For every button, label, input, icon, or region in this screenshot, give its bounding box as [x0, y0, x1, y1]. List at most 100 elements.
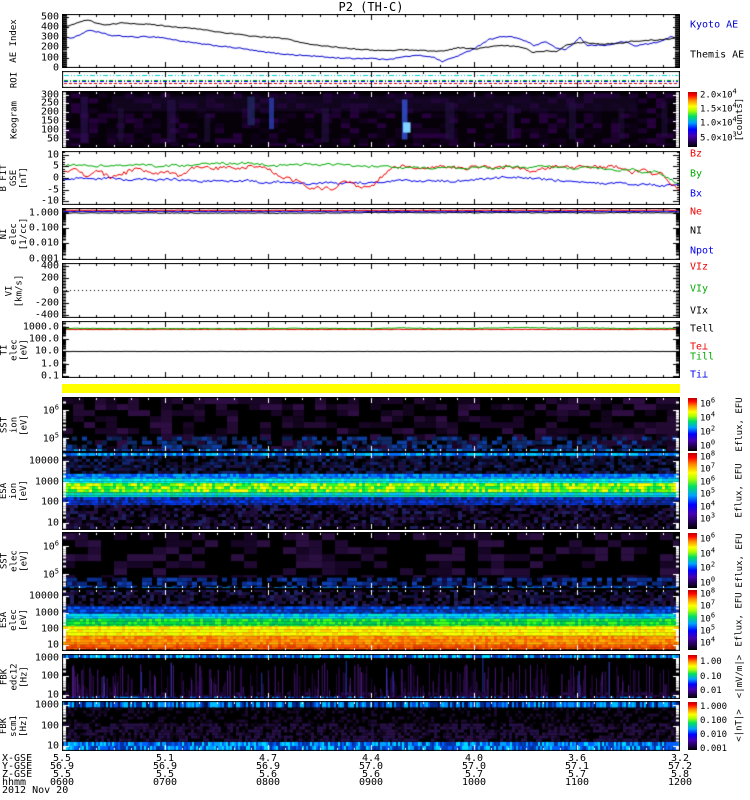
roi-panel-canvas	[62, 71, 680, 88]
y-tick-label: -5	[46, 184, 59, 196]
legend-Till: Till	[690, 351, 715, 363]
axis-value: 5.7	[567, 769, 587, 780]
ylabel-bfit: B FIT GSE [nT]	[0, 164, 29, 192]
colorbar-unit-esa_ion: Eflux, EFU	[734, 463, 745, 518]
axis-value: 3.6	[567, 753, 587, 764]
y-tick-label: -400	[34, 309, 59, 321]
axis-value: 4.0	[464, 753, 484, 764]
colorbar-unit-sst_ion: Eflux, EFU	[734, 396, 745, 452]
axis-value: 57.0	[461, 761, 487, 772]
colorbar-tick-label: 106	[700, 531, 716, 545]
axis-row-label-Z-GSE: Z-GSE	[2, 769, 33, 780]
axis-row-label-hhmm: hhmm	[2, 777, 27, 788]
axis-value: 4.4	[361, 753, 381, 764]
legend-VIy: VIy	[690, 283, 709, 295]
ylabel-esa_ion: ESA ion [eV]	[0, 480, 29, 502]
axis-value: 5.6	[361, 769, 381, 780]
y-tick-label: 0	[52, 62, 59, 74]
bfit-panel-canvas	[62, 151, 680, 205]
y-tick-label: 1.000	[28, 207, 59, 219]
plot-title: P2 (TH-C)	[338, 0, 404, 14]
y-tick-label: 105	[42, 430, 59, 445]
y-tick-label: 500	[40, 11, 59, 23]
y-tick-label: 100.0	[28, 333, 59, 345]
colorbar-esa_ion	[688, 453, 697, 529]
legend-ThemisAE: Themis AE	[690, 49, 745, 60]
y-tick-label: 106	[42, 538, 59, 553]
y-tick-label: 0.1	[40, 370, 59, 382]
axis-value: 56.9	[255, 761, 281, 772]
axis-value: 5.7	[464, 769, 484, 780]
axis-value: 5.5	[155, 769, 175, 780]
axis-value: 4.7	[258, 753, 278, 764]
y-tick-label: 1000	[34, 699, 59, 711]
y-tick-label: 0.001	[28, 253, 59, 265]
y-tick-label: 1000	[34, 607, 59, 619]
ylabel-roi: ROI	[9, 71, 19, 88]
y-tick-label: 0.100	[28, 222, 59, 234]
colorbar-tick-label: 106	[700, 611, 716, 625]
axis-value: 57.1	[564, 761, 590, 772]
colorbar-tick-label: 107	[700, 598, 716, 612]
axis-row-label-X-GSE: X-GSE	[2, 753, 33, 764]
colorbar-tick-label: 0.100	[700, 716, 728, 726]
ylabel-ni: NI elec [1/cc]	[0, 217, 29, 251]
ylabel-fbk_edc: FBK edc12 [Hz]	[0, 662, 29, 691]
y-tick-label: 100	[40, 52, 59, 64]
y-tick-label: 1000.0	[22, 321, 59, 333]
axis-value: 56.9	[49, 761, 75, 772]
date-label: 2012 Nov 20	[2, 785, 69, 796]
colorbar-tick-label: 105	[700, 486, 716, 500]
colorbar-unit-fbk_edc: <|mV/m|>	[734, 654, 745, 698]
vi-panel-canvas	[62, 263, 680, 318]
axis-value: 5.8	[670, 769, 690, 780]
axis-value: 56.9	[152, 761, 178, 772]
axis-value: 0900	[358, 777, 384, 788]
legend-VIx: VIx	[690, 305, 709, 317]
y-tick-label: 400	[40, 260, 59, 272]
colorbar-tick-label: 0.010	[700, 730, 728, 740]
ylabel-keogram: Keogram	[9, 100, 19, 139]
y-tick-label: 10.0	[34, 345, 59, 357]
ae-panel-canvas	[62, 14, 680, 68]
y-tick-label: 10	[46, 740, 59, 752]
y-tick-label: -10	[40, 195, 59, 207]
y-tick-label: 10	[46, 689, 59, 701]
colorbar-tick-label: 104	[700, 635, 716, 649]
y-tick-label: 1000	[34, 476, 59, 488]
colorbar-fbk_scm	[688, 702, 697, 750]
colorbar-tick-label: 0.001	[700, 743, 728, 754]
keogram-panel-canvas	[62, 91, 680, 148]
ti-panel-canvas	[62, 321, 680, 378]
colorbar-fbk_edc	[688, 655, 697, 698]
y-tick-label: 200	[40, 272, 59, 284]
colorbar-tick-label: 102	[700, 424, 716, 438]
colorbar-sst_ion	[688, 398, 697, 451]
y-tick-label: 0.010	[28, 237, 59, 249]
ylabel-sst_ion: SST ion [eV]	[0, 413, 29, 436]
colorbar-keogram	[688, 92, 697, 147]
y-tick-label: 200	[40, 106, 59, 118]
colorbar-tick-label: 106	[700, 474, 716, 488]
ylabel-esa_elec: ESA elec [eV]	[0, 609, 29, 631]
sst_elec-panel-canvas	[62, 532, 680, 589]
colorbar-tick-label: 104	[700, 546, 716, 560]
y-tick-label: 100	[40, 623, 59, 635]
colorbar-tick-label: 0.01	[700, 685, 722, 696]
legend-NI: NI	[690, 225, 703, 237]
colorbar-tick-label: 105	[700, 623, 716, 637]
axis-value: 0700	[152, 777, 178, 788]
colorbar-tick-label: 1.00	[700, 657, 722, 668]
colorbar-tick-label: 104	[700, 410, 716, 424]
colorbar-tick-label: 108	[700, 449, 716, 463]
axis-value: 5.5	[52, 753, 72, 764]
axis-value: 5.1	[155, 753, 175, 764]
sst_ion-panel-canvas	[62, 397, 680, 452]
colorbar-tick-label: 104	[700, 499, 716, 513]
ni-panel-canvas	[62, 208, 680, 260]
fbk_edc-panel-canvas	[62, 654, 680, 699]
ylabel-ae: AE Index	[9, 19, 19, 63]
colorbar-tick-label: 106	[700, 396, 716, 409]
legend-Ne: Ne	[690, 206, 703, 218]
axis-value: 0600	[49, 777, 75, 788]
